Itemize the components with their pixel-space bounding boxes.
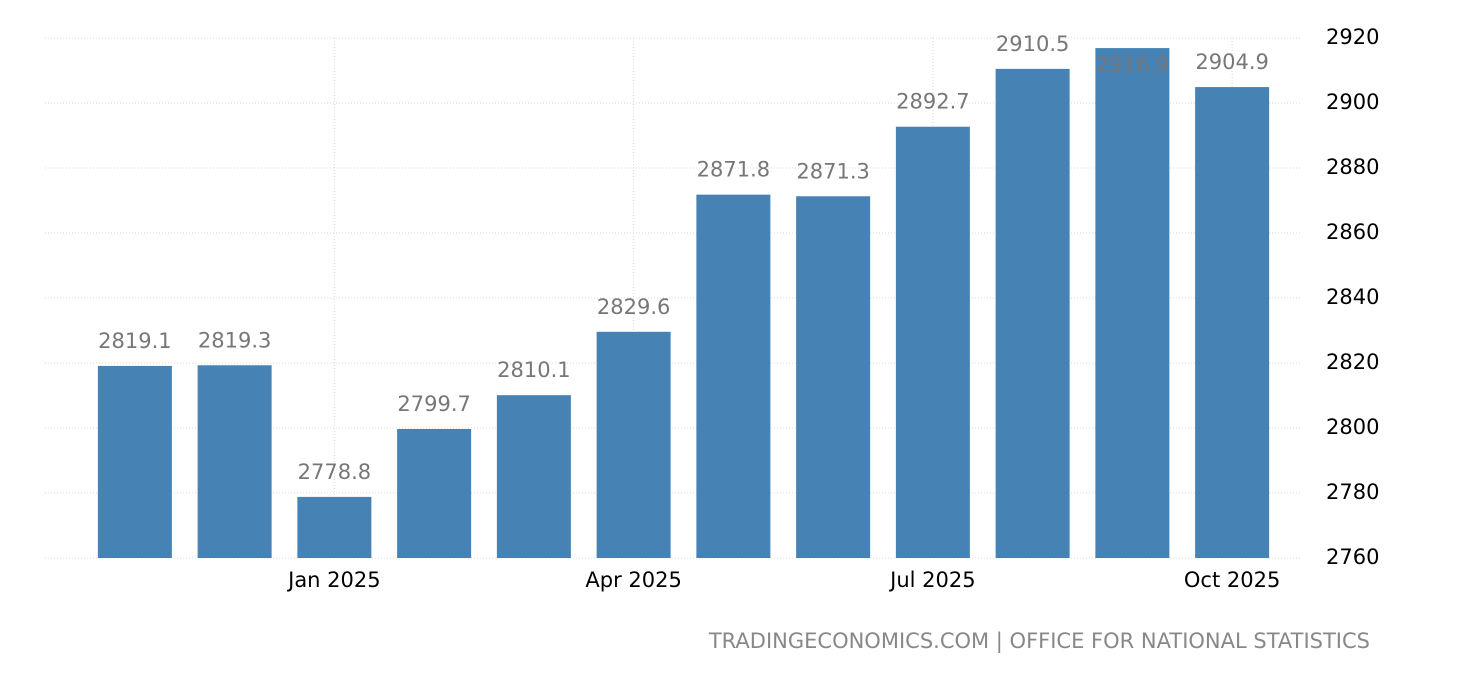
bar (596, 331, 671, 558)
bar (1195, 87, 1270, 558)
value-label: 2871.3 (796, 159, 869, 183)
x-tick-label: Apr 2025 (585, 568, 681, 592)
bar (995, 68, 1070, 558)
value-label: 2819.3 (198, 328, 271, 352)
y-tick-label: 2760 (1326, 545, 1379, 569)
y-tick-label: 2820 (1326, 350, 1379, 374)
value-label: 2829.6 (597, 295, 670, 319)
bar (696, 194, 771, 558)
value-label: 2892.7 (896, 90, 969, 114)
source-note: TRADINGECONOMICS.COM | OFFICE FOR NATION… (708, 629, 1370, 654)
bar (496, 395, 571, 558)
y-tick-label: 2880 (1326, 155, 1379, 179)
bar (297, 496, 372, 558)
y-tick-label: 2920 (1326, 25, 1379, 49)
value-label: 2916.9 (1096, 53, 1169, 77)
value-label: 2910.5 (996, 32, 1069, 56)
y-tick-label: 2900 (1326, 90, 1379, 114)
bar (1095, 48, 1170, 558)
value-label: 2819.1 (98, 329, 171, 353)
value-label: 2810.1 (497, 358, 570, 382)
value-label: 2871.8 (697, 158, 770, 182)
y-tick-label: 2800 (1326, 415, 1379, 439)
bar (97, 365, 172, 558)
bar (397, 428, 472, 558)
value-label: 2904.9 (1195, 50, 1268, 74)
value-label: 2799.7 (397, 392, 470, 416)
value-label: 2778.8 (298, 460, 371, 484)
y-tick-label: 2840 (1326, 285, 1379, 309)
y-tick-label: 2860 (1326, 220, 1379, 244)
bar (796, 196, 871, 558)
bar (895, 126, 970, 558)
x-tick-label: Jan 2025 (286, 568, 381, 592)
y-tick-label: 2780 (1326, 480, 1379, 504)
x-tick-label: Jul 2025 (888, 568, 975, 592)
x-tick-label: Oct 2025 (1184, 568, 1280, 592)
bar (197, 365, 272, 558)
